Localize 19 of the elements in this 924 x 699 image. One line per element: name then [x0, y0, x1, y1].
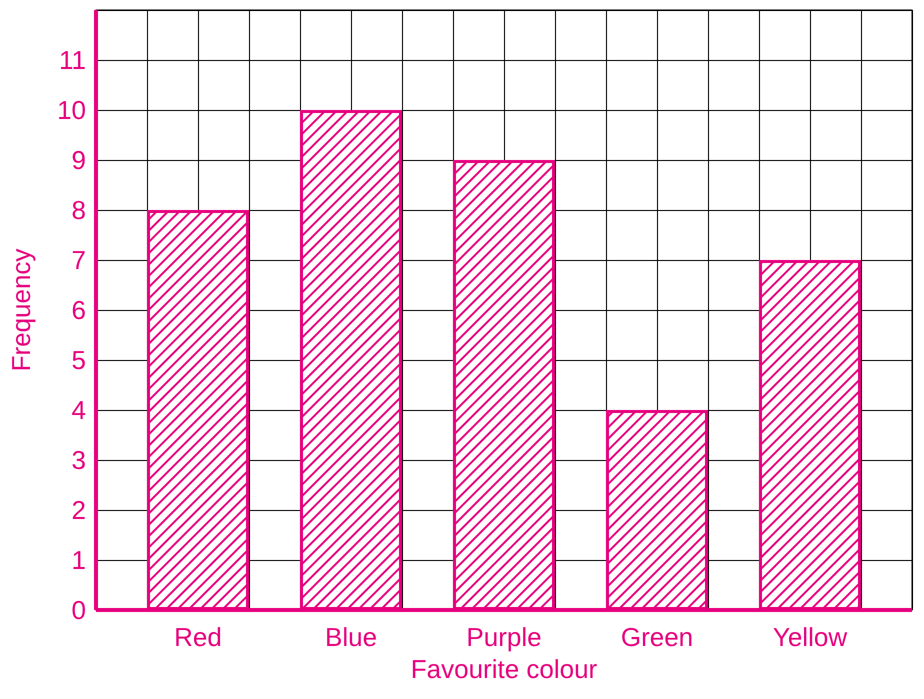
y-tick-label: 11 — [59, 45, 86, 75]
x-tick-label: Green — [620, 622, 694, 652]
y-tick-label: 1 — [72, 545, 86, 575]
y-tick-label: 3 — [72, 445, 86, 475]
y-tick-label: 6 — [72, 295, 86, 325]
y-axis-title: Frequency — [6, 248, 36, 372]
x-tick-label: Purple — [466, 622, 542, 652]
y-tick-label: 5 — [72, 345, 86, 375]
y-tick-label: 2 — [72, 495, 86, 525]
y-tick-label: 8 — [72, 195, 86, 225]
y-tick-label: 0 — [72, 595, 86, 625]
y-tick-label: 7 — [72, 245, 86, 275]
y-tick-label: 4 — [72, 395, 86, 425]
y-tick-label: 9 — [72, 145, 86, 175]
x-tick-label: Red — [174, 622, 222, 652]
y-tick-label: 10 — [57, 95, 86, 125]
x-tick-label: Yellow — [772, 622, 848, 652]
x-axis-title: Favourite colour — [410, 654, 598, 684]
x-tick-label: Blue — [324, 622, 378, 652]
